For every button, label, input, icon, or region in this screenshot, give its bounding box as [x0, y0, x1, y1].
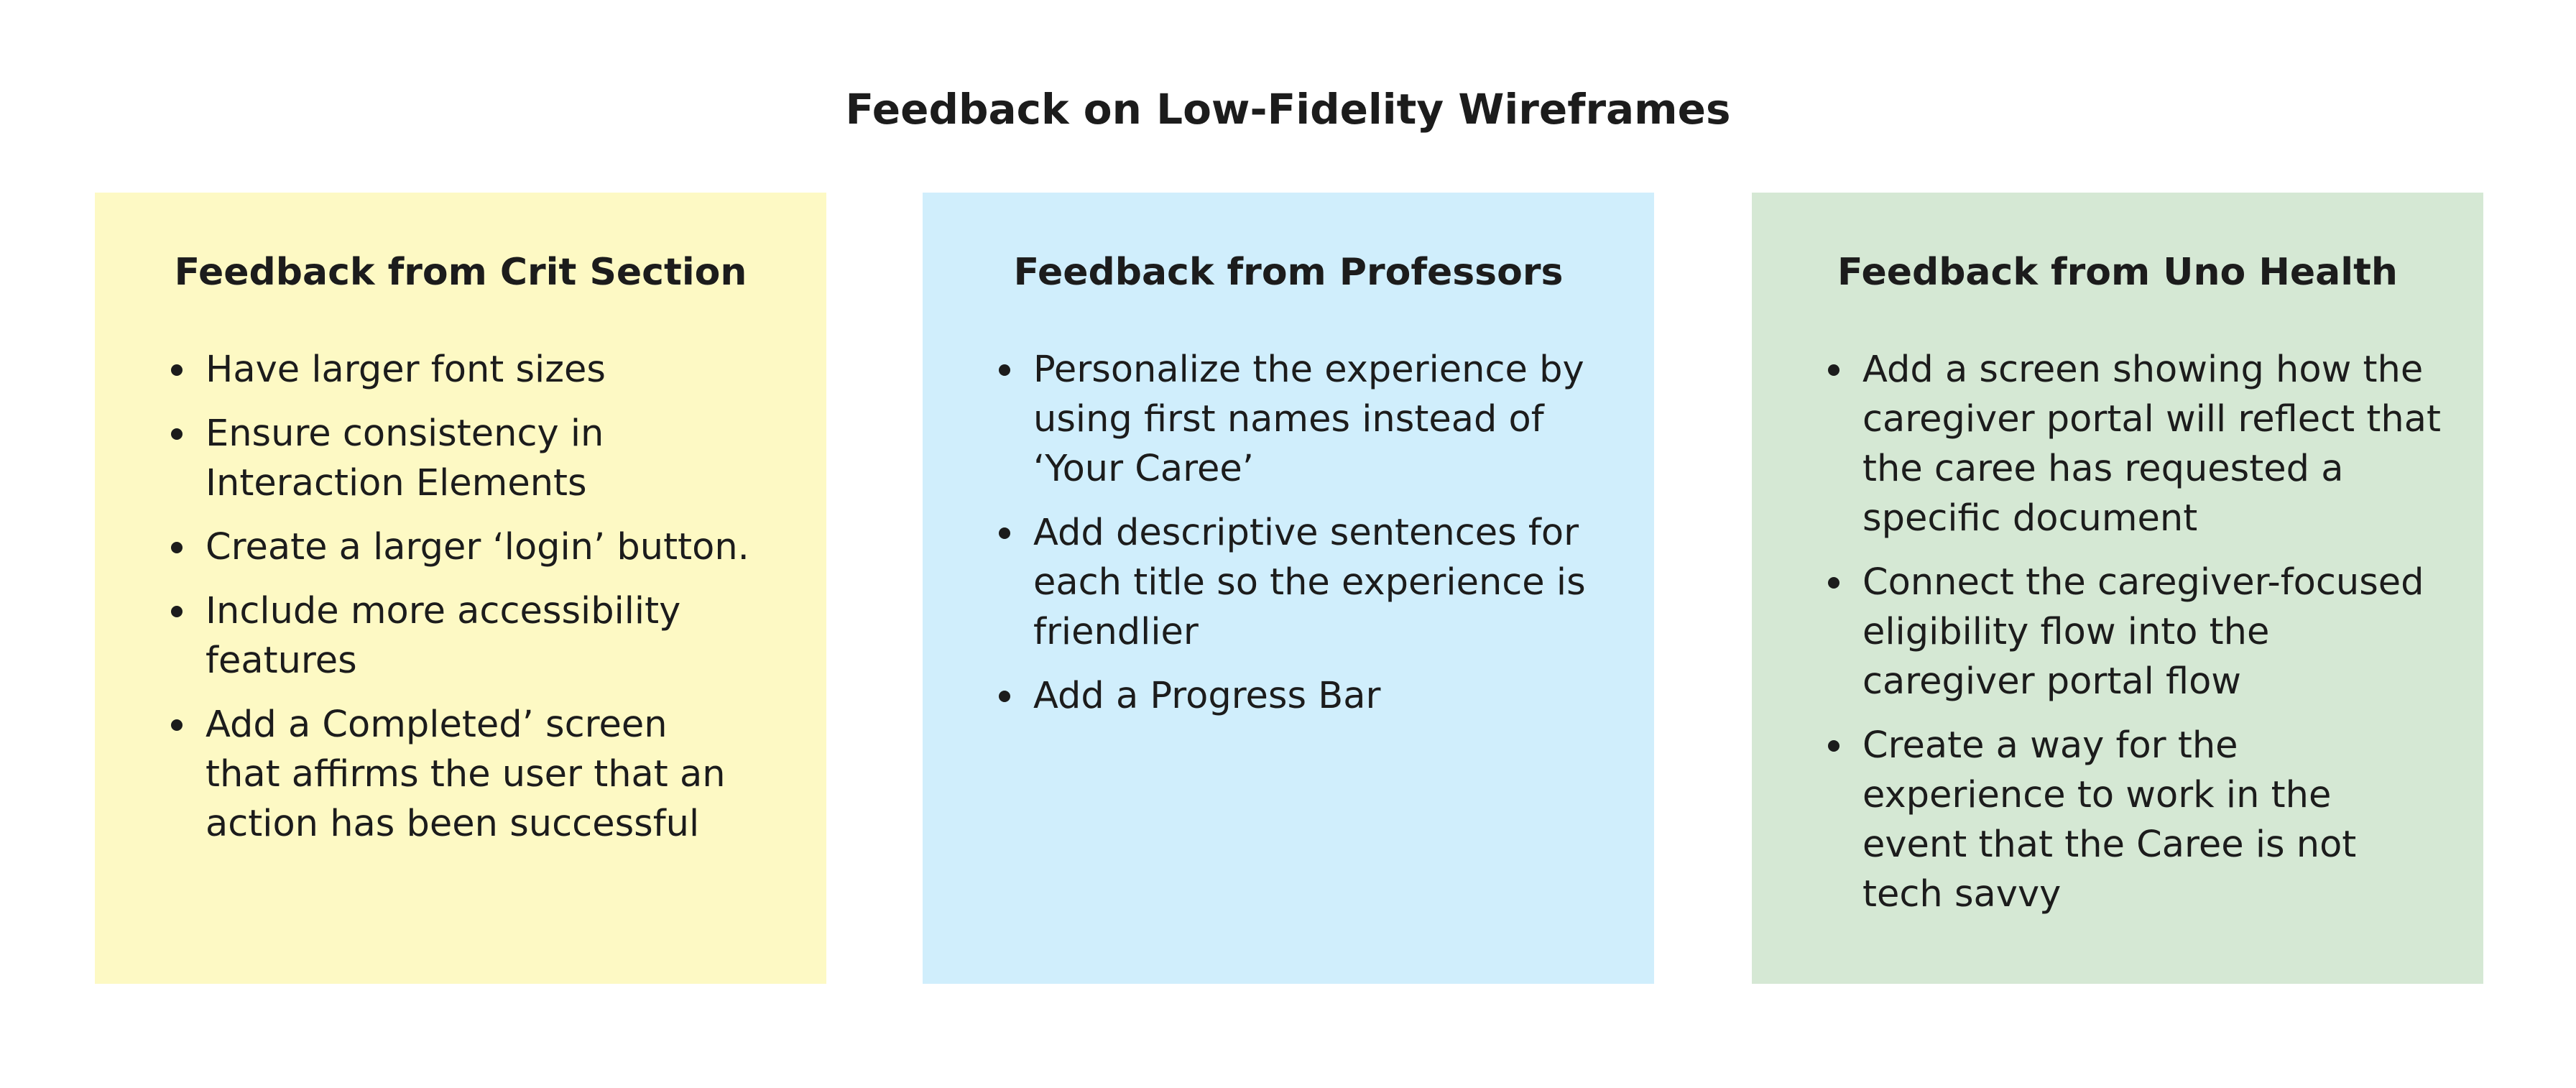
list-item: Personalize the experience by using firs…: [999, 345, 1587, 494]
list-item: Add descriptive sentences for each title…: [999, 508, 1587, 657]
list-item: Have larger font sizes: [171, 345, 752, 395]
card-title: Feedback from Professors: [1013, 251, 1564, 294]
list-item: Add a screen showing how the caregiver p…: [1828, 345, 2445, 543]
list-item: Create a way for the experience to work …: [1828, 721, 2445, 919]
feedback-list: Have larger font sizes Ensure consistenc…: [171, 345, 752, 863]
feedback-list: Add a screen showing how the caregiver p…: [1828, 345, 2445, 933]
feedback-list: Personalize the experience by using firs…: [999, 345, 1587, 735]
card-crit-section: Feedback from Crit Section Have larger f…: [95, 193, 826, 984]
list-item: Connect the caregiver-focused eligibilit…: [1828, 558, 2445, 706]
list-item: Add a Completed’ screen that affirms the…: [171, 700, 752, 849]
card-title: Feedback from Crit Section: [174, 251, 747, 294]
list-item: Add a Progress Bar: [999, 671, 1587, 721]
list-item: Create a larger ‘login’ button.: [171, 522, 752, 572]
card-uno-health: Feedback from Uno Health Add a screen sh…: [1752, 193, 2483, 984]
list-item: Include more accessibility features: [171, 586, 752, 686]
card-professors: Feedback from Professors Personalize the…: [923, 193, 1654, 984]
card-title: Feedback from Uno Health: [1837, 251, 2398, 294]
page-title: Feedback on Low-Fidelity Wireframes: [845, 85, 1731, 134]
list-item: Ensure consistency in Interaction Elemen…: [171, 409, 752, 508]
